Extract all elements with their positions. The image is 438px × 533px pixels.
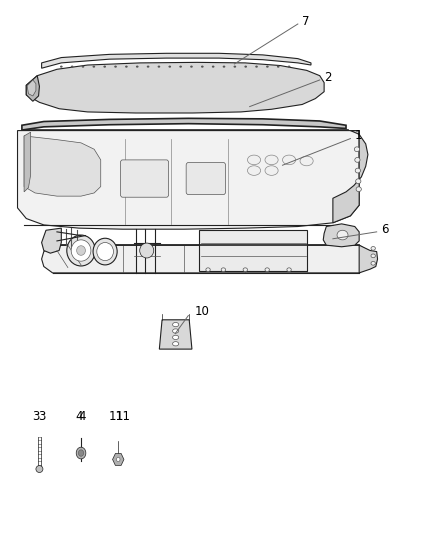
Ellipse shape <box>36 466 43 472</box>
Ellipse shape <box>71 240 91 261</box>
Ellipse shape <box>173 322 179 327</box>
Ellipse shape <box>173 335 179 340</box>
Text: 4: 4 <box>75 410 83 423</box>
Text: 10: 10 <box>195 305 210 318</box>
Text: 4: 4 <box>79 410 86 423</box>
Text: 2: 2 <box>324 71 332 84</box>
Ellipse shape <box>356 179 361 183</box>
Ellipse shape <box>114 66 117 68</box>
Ellipse shape <box>206 268 210 271</box>
Text: 6: 6 <box>381 223 389 236</box>
Ellipse shape <box>179 66 182 68</box>
Ellipse shape <box>221 268 226 271</box>
Ellipse shape <box>147 66 149 68</box>
Text: 11: 11 <box>116 410 131 423</box>
Ellipse shape <box>300 156 313 166</box>
Ellipse shape <box>173 329 179 333</box>
Polygon shape <box>42 245 370 273</box>
Ellipse shape <box>173 342 179 346</box>
Polygon shape <box>333 131 368 223</box>
Ellipse shape <box>255 66 258 68</box>
Ellipse shape <box>247 155 261 165</box>
Text: 3: 3 <box>39 410 46 423</box>
Ellipse shape <box>287 268 291 271</box>
Ellipse shape <box>354 147 360 152</box>
Ellipse shape <box>78 450 84 456</box>
Ellipse shape <box>117 457 120 462</box>
Polygon shape <box>18 131 359 229</box>
Ellipse shape <box>337 230 348 240</box>
Text: 7: 7 <box>302 15 310 28</box>
Ellipse shape <box>97 243 113 261</box>
Ellipse shape <box>356 187 361 191</box>
Ellipse shape <box>277 66 279 68</box>
Polygon shape <box>22 118 346 130</box>
FancyBboxPatch shape <box>120 160 169 197</box>
Ellipse shape <box>283 155 296 165</box>
Polygon shape <box>159 320 192 349</box>
Ellipse shape <box>233 66 236 68</box>
Ellipse shape <box>247 166 261 175</box>
Text: 3: 3 <box>33 410 40 423</box>
Polygon shape <box>42 228 61 253</box>
Polygon shape <box>27 80 36 96</box>
Ellipse shape <box>82 66 85 68</box>
Ellipse shape <box>355 168 360 173</box>
Polygon shape <box>26 62 324 113</box>
Ellipse shape <box>71 66 74 68</box>
Polygon shape <box>42 53 311 68</box>
Ellipse shape <box>371 254 375 257</box>
Ellipse shape <box>265 166 278 175</box>
Polygon shape <box>24 136 101 196</box>
Polygon shape <box>26 76 39 101</box>
Ellipse shape <box>223 66 225 68</box>
Ellipse shape <box>265 268 269 271</box>
Ellipse shape <box>265 155 278 165</box>
Ellipse shape <box>103 66 106 68</box>
Ellipse shape <box>288 66 290 68</box>
Ellipse shape <box>67 235 95 266</box>
Ellipse shape <box>371 262 375 265</box>
Ellipse shape <box>355 158 360 163</box>
Ellipse shape <box>169 66 171 68</box>
Polygon shape <box>359 245 378 273</box>
Ellipse shape <box>158 66 160 68</box>
Ellipse shape <box>201 66 204 68</box>
Ellipse shape <box>243 268 247 271</box>
FancyBboxPatch shape <box>186 163 226 195</box>
Ellipse shape <box>266 66 268 68</box>
Ellipse shape <box>93 238 117 265</box>
Polygon shape <box>24 132 31 192</box>
Ellipse shape <box>77 246 85 255</box>
Ellipse shape <box>136 66 138 68</box>
Text: 11: 11 <box>109 410 124 423</box>
Polygon shape <box>323 224 359 247</box>
Text: 1: 1 <box>355 130 362 142</box>
Ellipse shape <box>60 66 63 68</box>
Ellipse shape <box>92 66 95 68</box>
Ellipse shape <box>125 66 128 68</box>
Ellipse shape <box>140 243 154 258</box>
Ellipse shape <box>371 246 375 250</box>
Ellipse shape <box>244 66 247 68</box>
Ellipse shape <box>190 66 193 68</box>
Ellipse shape <box>76 447 86 459</box>
Ellipse shape <box>212 66 215 68</box>
Polygon shape <box>199 230 307 271</box>
